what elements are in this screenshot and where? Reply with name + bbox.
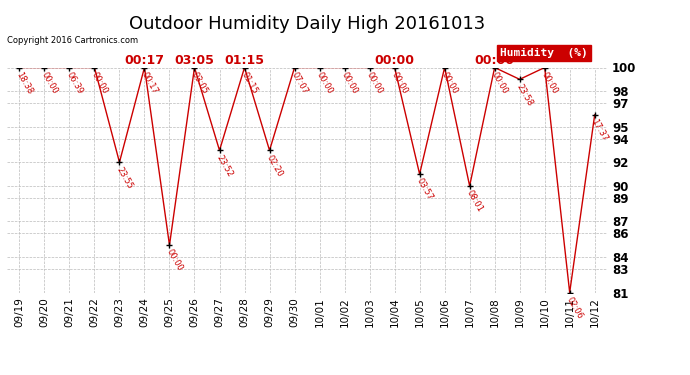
Text: 00:00: 00:00 xyxy=(364,70,384,95)
Text: 00:00: 00:00 xyxy=(375,54,415,68)
Text: 00:00: 00:00 xyxy=(540,70,560,95)
Text: 00:17: 00:17 xyxy=(139,70,159,96)
Text: 18:38: 18:38 xyxy=(14,70,34,96)
Text: 08:01: 08:01 xyxy=(464,189,484,214)
Text: 03:05: 03:05 xyxy=(175,54,215,68)
Text: 01:15: 01:15 xyxy=(239,70,259,95)
Text: 00:00: 00:00 xyxy=(315,70,334,95)
Text: 00:00: 00:00 xyxy=(339,70,359,95)
Text: 00:17: 00:17 xyxy=(124,54,164,68)
Text: 00:00: 00:00 xyxy=(90,70,109,95)
Text: 23:52: 23:52 xyxy=(215,153,234,178)
Text: 06:39: 06:39 xyxy=(64,70,84,96)
Text: 23:55: 23:55 xyxy=(115,165,134,190)
Text: 03:57: 03:57 xyxy=(415,177,435,202)
Text: 00:00: 00:00 xyxy=(440,70,460,95)
Text: 03:05: 03:05 xyxy=(190,70,209,96)
Text: 02:06: 02:06 xyxy=(564,295,584,321)
Text: 07:07: 07:07 xyxy=(290,70,309,96)
Text: Humidity  (%): Humidity (%) xyxy=(500,48,588,58)
Text: 17:37: 17:37 xyxy=(590,118,609,143)
Title: Outdoor Humidity Daily High 20161013: Outdoor Humidity Daily High 20161013 xyxy=(129,15,485,33)
Text: 00:00: 00:00 xyxy=(490,70,509,95)
Text: 23:58: 23:58 xyxy=(515,82,535,107)
Text: 00:00: 00:00 xyxy=(39,70,59,95)
Text: 00:00: 00:00 xyxy=(390,70,409,95)
Text: 00:00: 00:00 xyxy=(475,54,515,68)
Text: Copyright 2016 Cartronics.com: Copyright 2016 Cartronics.com xyxy=(7,36,138,45)
Text: 01:15: 01:15 xyxy=(224,54,264,68)
Text: 00:00: 00:00 xyxy=(164,248,184,273)
Text: 02:20: 02:20 xyxy=(264,153,284,178)
